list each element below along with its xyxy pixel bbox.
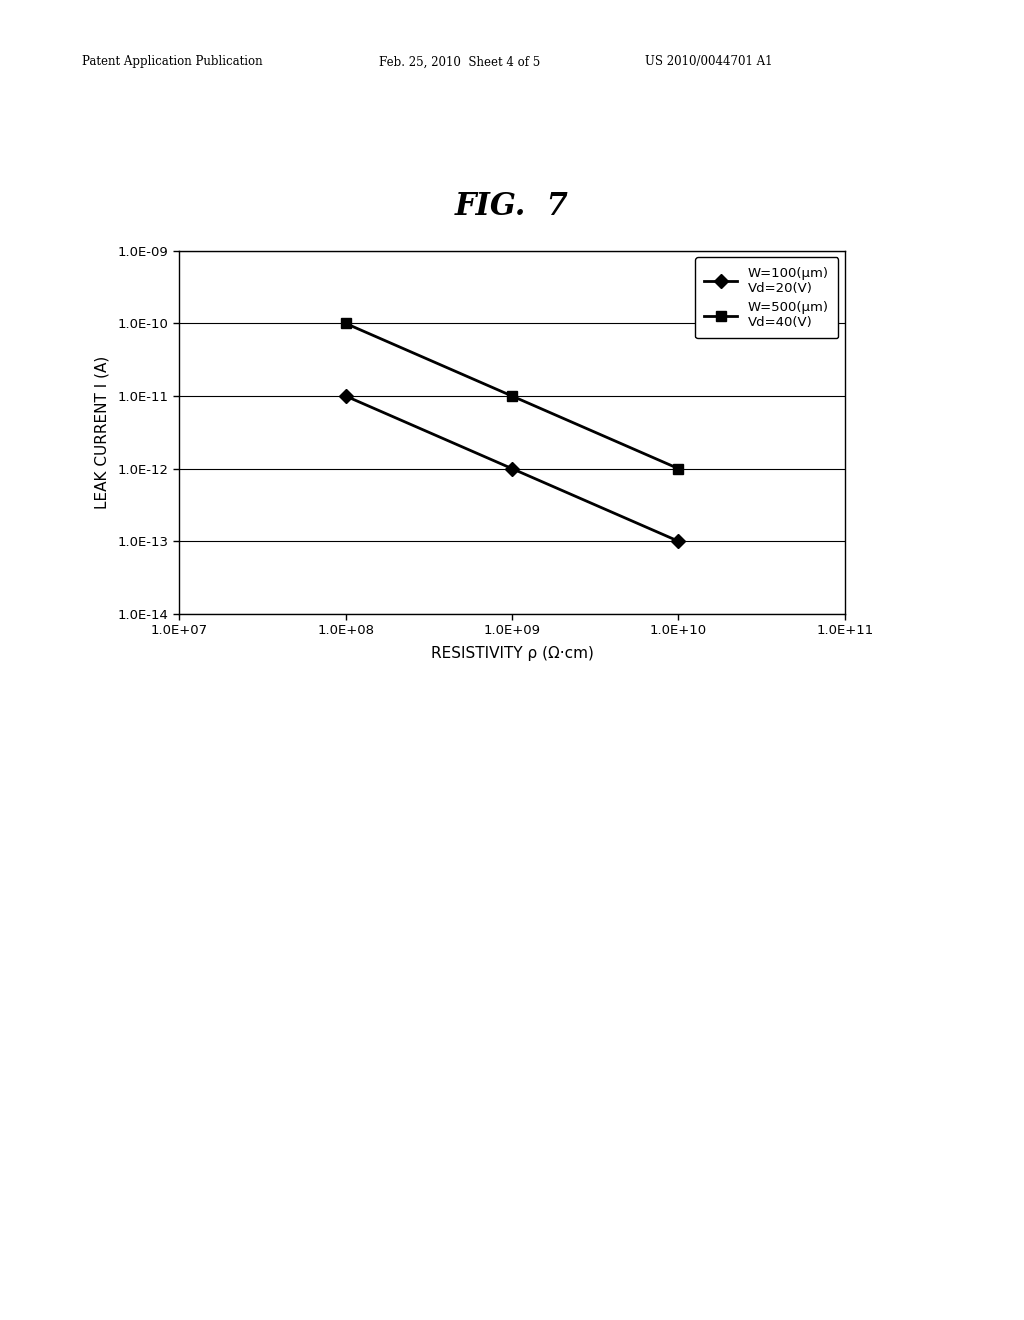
- Text: FIG.  7: FIG. 7: [455, 191, 569, 222]
- W=100(μm)
Vd=20(V): [506, 461, 518, 477]
- Y-axis label: LEAK CURRENT I (A): LEAK CURRENT I (A): [94, 355, 110, 510]
- W=500(μm)
Vd=40(V): [673, 461, 685, 477]
- Text: Patent Application Publication: Patent Application Publication: [82, 55, 262, 69]
- Line: W=500(μm)
Vd=40(V): W=500(μm) Vd=40(V): [341, 318, 683, 474]
- Text: US 2010/0044701 A1: US 2010/0044701 A1: [645, 55, 773, 69]
- W=100(μm)
Vd=20(V): [340, 388, 352, 404]
- Text: Feb. 25, 2010  Sheet 4 of 5: Feb. 25, 2010 Sheet 4 of 5: [379, 55, 540, 69]
- X-axis label: RESISTIVITY ρ (Ω·cm): RESISTIVITY ρ (Ω·cm): [430, 645, 594, 660]
- Line: W=100(μm)
Vd=20(V): W=100(μm) Vd=20(V): [341, 391, 683, 546]
- W=500(μm)
Vd=40(V): [340, 315, 352, 331]
- W=100(μm)
Vd=20(V): [673, 533, 685, 549]
- W=500(μm)
Vd=40(V): [506, 388, 518, 404]
- Legend: W=100(μm)
Vd=20(V), W=500(μm)
Vd=40(V): W=100(μm) Vd=20(V), W=500(μm) Vd=40(V): [695, 257, 839, 338]
